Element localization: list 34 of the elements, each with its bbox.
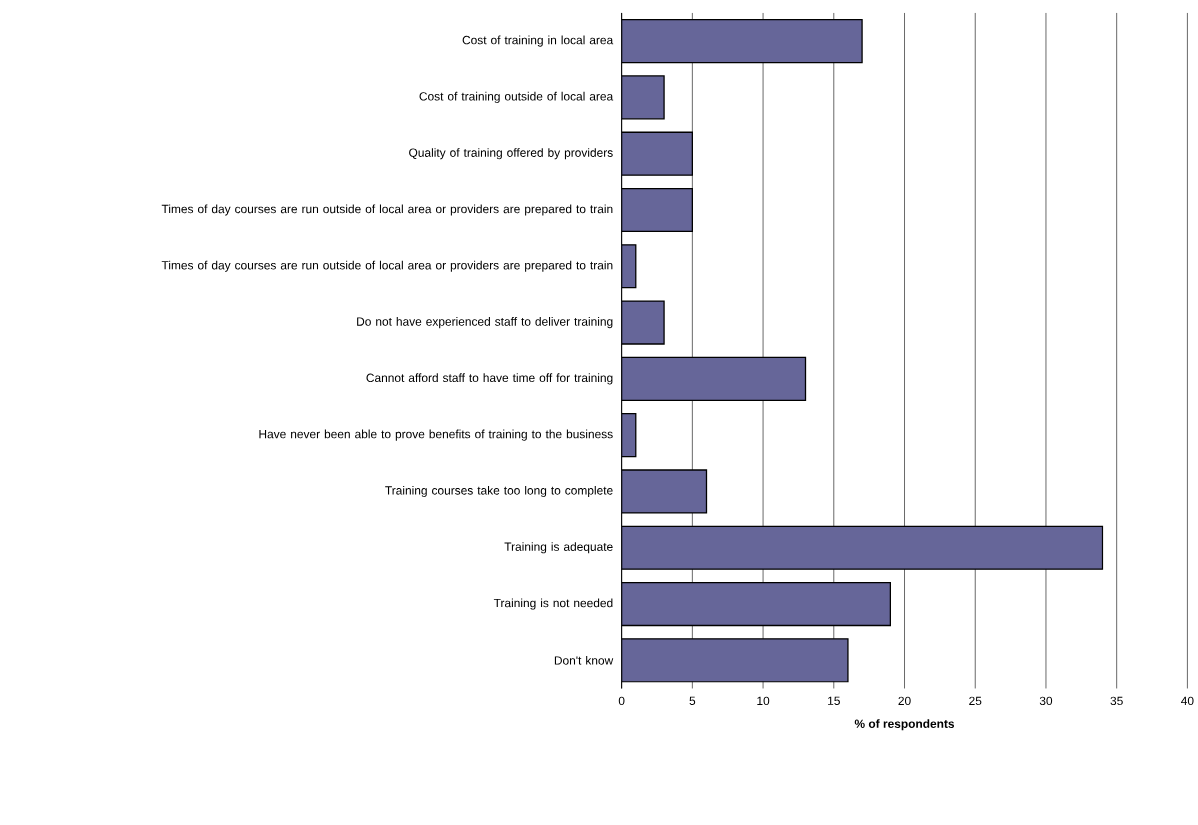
bar bbox=[621, 187, 694, 232]
y-tick-label: Have never been able to prove benefits of training to the business bbox=[259, 429, 613, 441]
x-tick-label: 0 bbox=[618, 696, 625, 705]
bar bbox=[621, 525, 1104, 570]
bar bbox=[621, 131, 694, 176]
x-axis-title: % of respondents bbox=[854, 719, 955, 731]
x-tick-label: 25 bbox=[969, 696, 982, 705]
y-tick-label: Times of day courses are run outside of local area or providers are prepared to train bbox=[161, 204, 613, 216]
y-tick-label: Don't know bbox=[554, 655, 614, 665]
y-tick-label: Do not have experienced staff to deliver training bbox=[357, 316, 613, 329]
y-tick-label: Cannot afford staff to have time off for training bbox=[366, 373, 613, 385]
y-tick-label: Training is adequate bbox=[504, 542, 613, 554]
x-tick-label: 35 bbox=[1110, 696, 1123, 705]
y-tick-label: Training is not needed bbox=[493, 598, 613, 610]
x-tick-label: 30 bbox=[1039, 696, 1053, 705]
bar bbox=[621, 356, 807, 401]
y-tick-label: Cost of training outside of local area bbox=[419, 91, 614, 103]
y-tick-label: Times of day courses are run outside of local area or providers are prepared to train bbox=[161, 260, 613, 272]
bar bbox=[621, 300, 665, 345]
x-tick-label: 5 bbox=[689, 696, 696, 705]
bar bbox=[621, 412, 637, 458]
bar bbox=[621, 638, 849, 683]
x-tick-label: 10 bbox=[757, 696, 770, 705]
x-tick-label: 40 bbox=[1181, 696, 1194, 705]
x-tick-label: 15 bbox=[828, 696, 840, 705]
y-tick-label: Quality of training offered by providers bbox=[409, 148, 613, 160]
bar bbox=[621, 469, 708, 514]
x-tick-label: 20 bbox=[898, 696, 911, 705]
bar bbox=[621, 75, 665, 120]
y-tick-label: Training courses take too long to complete bbox=[385, 485, 613, 497]
y-tick-label: Cost of training in local area bbox=[462, 35, 614, 47]
bar bbox=[621, 18, 863, 64]
bar bbox=[621, 244, 637, 289]
bar bbox=[621, 581, 892, 627]
